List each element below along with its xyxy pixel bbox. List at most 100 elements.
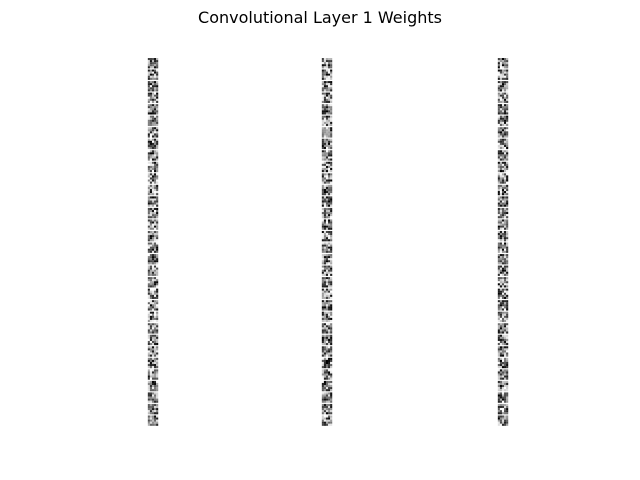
kernel-cell <box>323 177 327 180</box>
kernel-cell <box>497 85 500 88</box>
kernel-cell <box>501 58 505 61</box>
kernel-cell <box>321 227 324 230</box>
kernel-cell <box>501 92 505 95</box>
kernel-cell <box>506 202 509 205</box>
kernel-cell <box>504 417 507 420</box>
kernel-cell <box>156 77 159 80</box>
kernel-cell <box>328 323 331 326</box>
kernel-cell <box>506 338 509 341</box>
kernel-cell <box>323 121 327 124</box>
kernel-cell <box>147 406 150 409</box>
kernel-cell <box>330 375 333 378</box>
kernel-cell <box>330 170 333 173</box>
kernel-cell <box>499 279 503 282</box>
kernel-cell <box>504 77 507 80</box>
kernel-cell <box>151 75 155 78</box>
kernel-cell <box>497 250 500 253</box>
kernel-cell <box>328 163 331 166</box>
kernel-cell <box>149 58 153 61</box>
kernel-cell <box>321 288 324 291</box>
kernel-cell <box>499 288 503 291</box>
kernel-cell <box>151 165 155 169</box>
kernel-cell <box>330 186 333 190</box>
kernel-cell <box>151 254 155 257</box>
kernel-cell <box>321 423 324 426</box>
kernel-cell <box>328 423 331 426</box>
kernel-cell <box>154 394 157 397</box>
kernel-cell <box>330 300 333 303</box>
kernel-cell <box>328 389 331 392</box>
kernel-cell <box>504 308 507 311</box>
kernel-cell <box>149 184 153 187</box>
kernel-cell <box>330 334 333 337</box>
kernel-cell <box>149 258 153 261</box>
kernel-cell <box>156 96 159 99</box>
kernel-cell <box>499 81 503 84</box>
kernel-cell <box>151 317 155 321</box>
kernel-cell <box>499 338 503 341</box>
kernel-cell <box>147 371 150 374</box>
kernel-cell <box>323 198 327 201</box>
kernel-cell <box>328 385 331 388</box>
kernel-cell <box>506 306 509 309</box>
kernel-cell <box>154 158 157 161</box>
kernel-cell <box>499 354 503 357</box>
kernel-cell <box>156 319 159 323</box>
kernel-cell <box>328 371 331 374</box>
kernel-cell <box>321 140 324 143</box>
kernel-cell <box>497 417 500 420</box>
kernel-cell <box>325 302 329 305</box>
kernel-cell <box>506 71 509 74</box>
kernel-cell <box>154 359 157 362</box>
kernel-cell <box>328 273 331 276</box>
kernel-cell <box>321 260 324 263</box>
kernel-cell <box>506 188 509 192</box>
kernel-cell <box>504 385 507 388</box>
kernel-cell <box>501 306 505 309</box>
kernel-cell <box>506 281 509 284</box>
kernel-cell <box>499 396 503 399</box>
kernel-cell <box>151 173 155 176</box>
kernel-cell <box>151 119 155 122</box>
kernel-cell <box>151 302 155 305</box>
kernel-cell <box>504 327 507 330</box>
kernel-cell <box>149 300 153 303</box>
kernel-cell <box>328 92 331 95</box>
kernel-cell <box>149 417 153 420</box>
kernel-cell <box>154 175 157 178</box>
kernel-cell <box>499 87 503 90</box>
kernel-cell <box>330 112 333 115</box>
kernel-cell <box>323 129 327 132</box>
kernel-cell <box>504 267 507 270</box>
kernel-cell <box>497 89 500 92</box>
kernel-cell <box>156 177 159 180</box>
kernel-cell <box>328 83 331 86</box>
kernel-cell <box>321 170 324 173</box>
kernel-cell <box>330 294 333 297</box>
kernel-cell <box>149 373 153 376</box>
kernel-cell <box>330 94 333 97</box>
kernel-cell <box>504 237 507 240</box>
kernel-cell <box>147 258 150 261</box>
kernel-cell <box>506 140 509 143</box>
kernel-cell <box>330 196 333 199</box>
kernel-cell <box>504 300 507 303</box>
kernel-cell <box>151 371 155 374</box>
kernel-cell <box>151 235 155 238</box>
kernel-cell <box>497 188 500 192</box>
kernel-cell <box>147 214 150 217</box>
kernel-cell <box>323 96 327 99</box>
kernel-cell <box>499 133 503 136</box>
kernel-tile <box>147 334 159 346</box>
kernel-cell <box>151 129 155 132</box>
kernel-cell <box>151 389 155 392</box>
kernel-cell <box>325 277 329 280</box>
kernel-cell <box>325 329 329 332</box>
kernel-cell <box>154 191 157 194</box>
kernel-cell <box>504 69 507 72</box>
kernel-cell <box>499 89 503 92</box>
kernel-cell <box>323 254 327 257</box>
kernel-cell <box>151 98 155 101</box>
kernel-cell <box>501 423 505 426</box>
kernel-cell <box>497 354 500 357</box>
